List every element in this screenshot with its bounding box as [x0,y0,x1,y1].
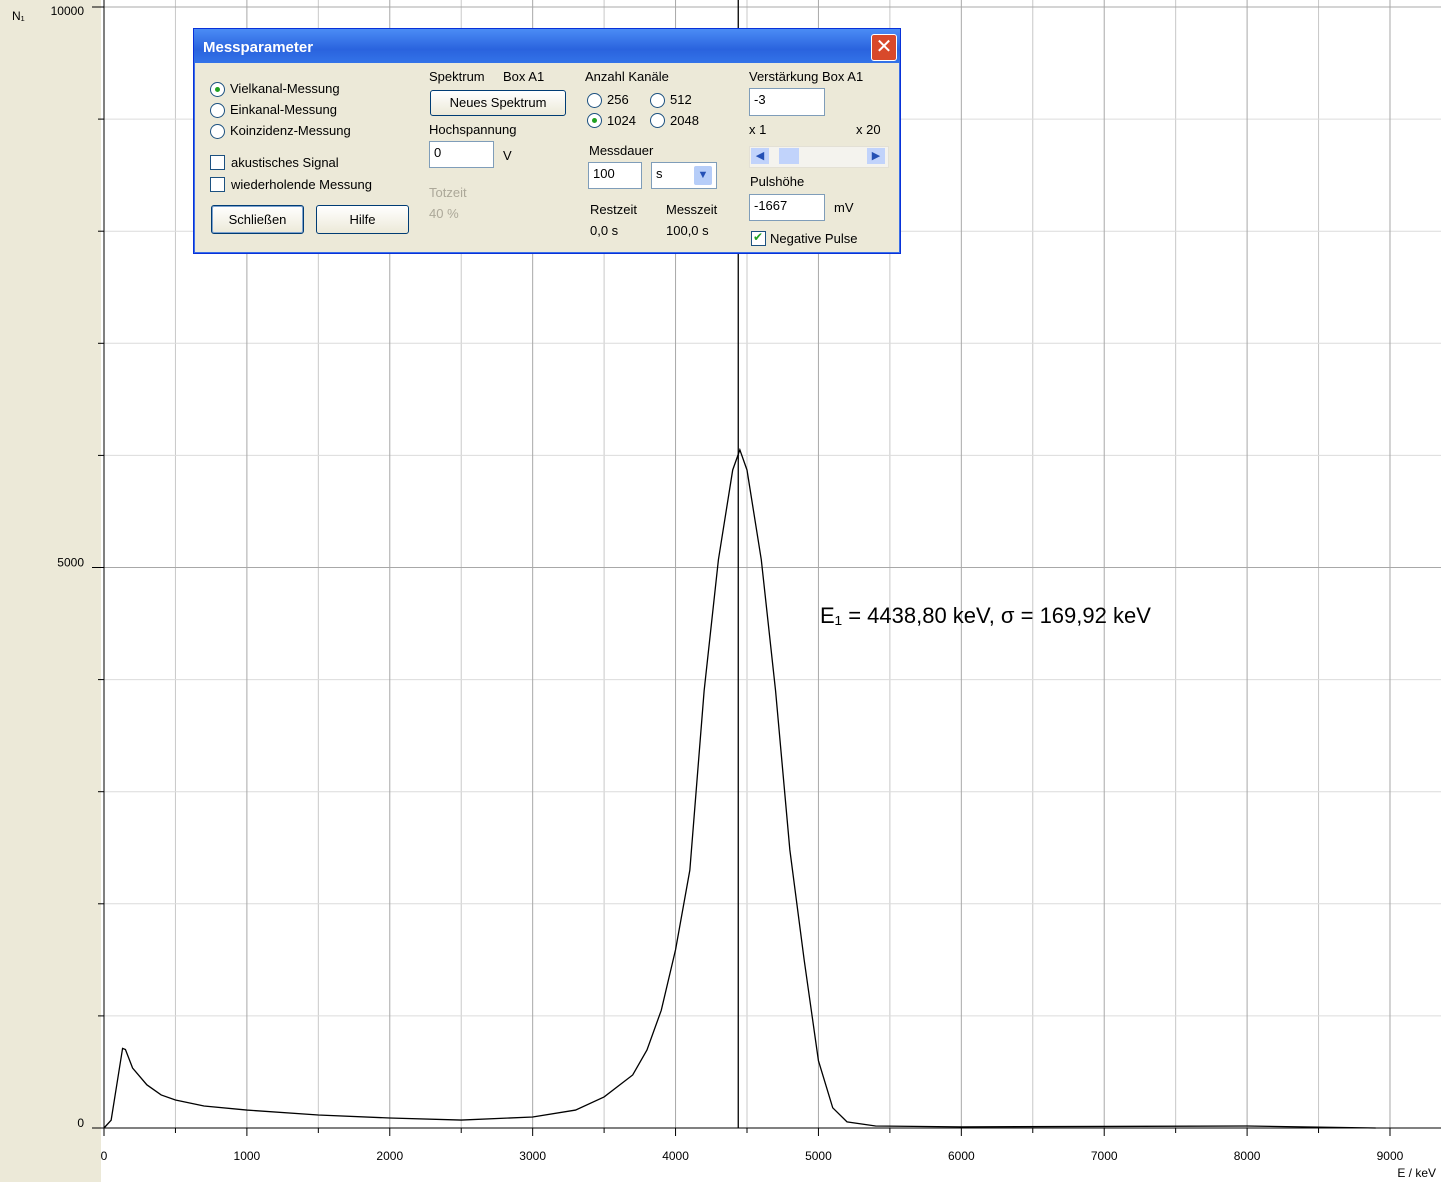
radio-label: 256 [607,92,629,107]
input[interactable]: -1667 [749,194,825,221]
radio[interactable] [210,103,225,118]
x-tick-label: 6000 [948,1149,975,1163]
radio[interactable] [587,113,602,128]
close-button[interactable]: ✕ [871,34,897,61]
x-axis-label: E / keV [1397,1166,1436,1180]
radio[interactable] [587,93,602,108]
radio-label: 512 [670,92,692,107]
x-tick-label: 3000 [519,1149,546,1163]
label: Totzeit [429,185,467,200]
x-tick-label: 2000 [376,1149,403,1163]
x-tick-label: 0 [101,1149,108,1163]
input[interactable]: -3 [749,88,825,116]
dropdown-arrow[interactable]: ▼ [694,166,712,185]
checkbox[interactable] [210,155,225,170]
label: Messdauer [589,143,654,158]
axis-panel [0,0,101,1182]
label: x 1 [749,122,767,137]
checkbox[interactable] [210,177,225,192]
radio[interactable] [210,82,225,97]
checkbox-label: Negative Pulse [770,231,858,246]
label: mV [834,200,854,215]
spectrum-line [103,447,1376,1129]
radio-label: Koinzidenz-Messung [230,123,351,138]
y-tick-label: 0 [77,1116,84,1130]
radio-label: 2048 [670,113,699,128]
radio-label: 1024 [607,113,636,128]
value: 0,0 s [590,223,619,238]
x-tick-label: 1000 [234,1149,261,1163]
x-tick-label: 4000 [662,1149,689,1163]
value: 100,0 s [666,223,709,238]
label: Pulshöhe [750,174,805,189]
label: Verstärkung Box A1 [749,69,864,84]
x-tick-label: 9000 [1377,1149,1404,1163]
label: Anzahl Kanäle [585,69,669,84]
dialog-title: Messparameter [203,39,314,56]
input[interactable]: 100 [588,162,642,189]
scroll-left[interactable]: ◀ [751,148,769,164]
label: 40 % [429,206,459,221]
checkbox[interactable] [751,230,766,246]
button[interactable]: Neues Spektrum [430,90,566,116]
y-tick-label: 10000 [51,4,85,18]
label: Messzeit [666,202,718,217]
title-bar [194,29,900,63]
radio[interactable] [650,113,665,128]
label: Box A1 [503,69,545,84]
button[interactable]: Schließen [211,205,304,234]
radio-label: Einkanal-Messung [230,102,337,117]
dialog: Messparameter ✕ Vielkanal-Messung Einkan… [193,28,901,254]
label: Spektrum [429,69,485,84]
label: x 20 [856,122,881,137]
input[interactable]: 0 [429,141,494,168]
radio-label: Vielkanal-Messung [230,81,340,96]
radio[interactable] [210,124,225,139]
scroll-thumb[interactable] [779,148,799,164]
x-tick-label: 5000 [805,1149,832,1163]
label: Restzeit [590,202,637,217]
button[interactable]: Hilfe [316,205,409,234]
label: Hochspannung [429,122,517,137]
y-axis-label: N₁ [12,9,25,23]
checkbox-label: akustisches Signal [231,155,339,170]
y-tick-label: 5000 [57,556,84,570]
checkbox-label: wiederholende Messung [231,177,372,192]
radio[interactable] [650,93,665,108]
label: V [503,148,512,163]
x-tick-label: 7000 [1091,1149,1118,1163]
annotation: E₁ = 4438,80 keV, σ = 169,92 keV [820,603,1151,628]
scroll-right[interactable]: ▶ [867,148,885,164]
x-tick-label: 8000 [1234,1149,1261,1163]
